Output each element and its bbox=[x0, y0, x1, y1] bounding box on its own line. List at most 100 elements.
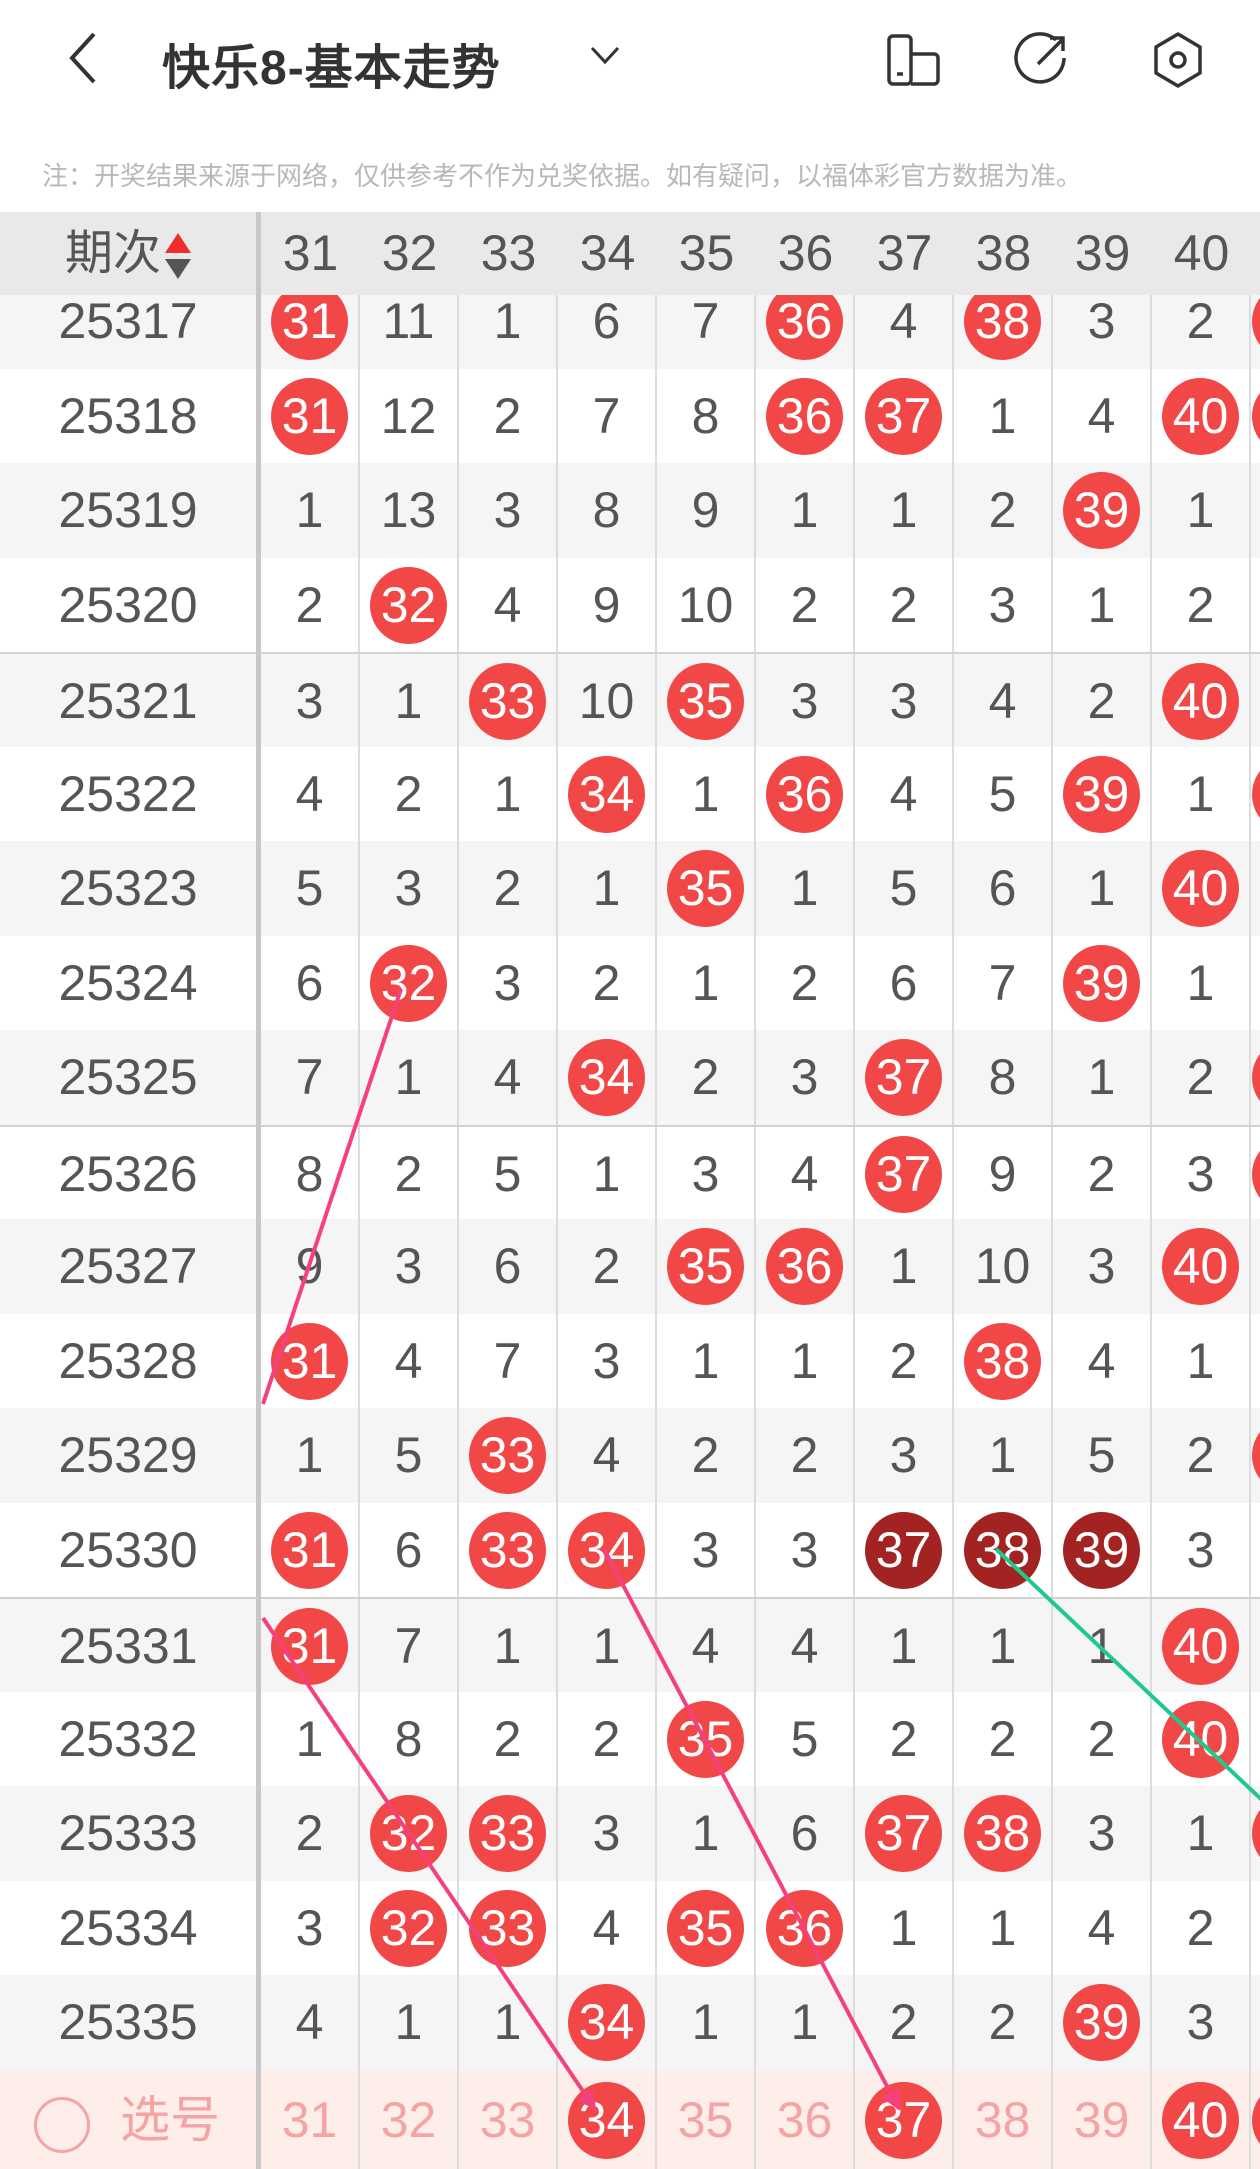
omission-cell: 1 bbox=[756, 841, 855, 936]
omission-count: 35 bbox=[677, 2091, 734, 2148]
omission-count: 13 bbox=[380, 482, 437, 538]
omission-cell[interactable]: 32 bbox=[360, 2069, 459, 2169]
omission-count: 1 bbox=[295, 1710, 324, 1767]
layout-switch-icon[interactable] bbox=[884, 30, 944, 90]
share-icon[interactable] bbox=[1012, 30, 1072, 90]
hit-ball-cell: 33 bbox=[459, 1880, 558, 1975]
omission-cell: 2 bbox=[756, 935, 855, 1030]
omission-cell[interactable]: 39 bbox=[1053, 2069, 1152, 2169]
omission-cell: 3 bbox=[855, 1408, 954, 1503]
omission-count: 33 bbox=[479, 2091, 536, 2148]
ball-number: 39 bbox=[1063, 944, 1140, 1022]
omission-count: 3 bbox=[1186, 1521, 1215, 1578]
omission-cell: 1 bbox=[459, 295, 558, 369]
ball-number: 39 bbox=[1063, 1984, 1140, 2062]
issue-number: 25326 bbox=[58, 1145, 198, 1202]
partial-hit-ball bbox=[1252, 755, 1260, 833]
table-row: 25331 31 7 1 1 4 4 1 1 1 40 bbox=[0, 1597, 1260, 1694]
settings-icon[interactable] bbox=[1148, 30, 1208, 90]
table-row: 25328 31 4 7 3 1 1 2 38 4 1 bbox=[0, 1313, 1260, 1408]
issue-column-header[interactable]: 期次 bbox=[0, 212, 256, 295]
page-title[interactable]: 快乐8-基本走势 bbox=[162, 42, 501, 95]
omission-cell[interactable]: 38 bbox=[954, 2069, 1053, 2169]
omission-count: 1 bbox=[691, 765, 720, 822]
hit-ball-cell[interactable]: 40 bbox=[1152, 2069, 1251, 2169]
omission-cell: 3 bbox=[1152, 1126, 1251, 1221]
radio-icon[interactable] bbox=[34, 2096, 90, 2153]
omission-count: 2 bbox=[1087, 673, 1116, 729]
omission-count: 1 bbox=[394, 673, 423, 729]
column-divider bbox=[256, 212, 261, 2169]
chevron-down-icon[interactable] bbox=[588, 40, 622, 70]
omission-count: 8 bbox=[988, 1049, 1017, 1105]
omission-count: 3 bbox=[1087, 1805, 1116, 1861]
omission-cell[interactable]: 31 bbox=[261, 2069, 360, 2169]
select-toggle[interactable]: 选号 bbox=[0, 2070, 256, 2169]
issue-number: 25322 bbox=[58, 765, 198, 822]
omission-cell: 1 bbox=[1152, 746, 1251, 841]
omission-count: 4 bbox=[493, 1049, 522, 1105]
omission-count: 1 bbox=[790, 482, 819, 538]
omission-cell: 10 bbox=[558, 654, 657, 749]
hit-ball-cell: 33 bbox=[459, 1408, 558, 1503]
issue-number: 25332 bbox=[58, 1710, 198, 1767]
ball-number: 40 bbox=[1162, 377, 1239, 455]
omission-cell[interactable]: 36 bbox=[756, 2069, 855, 2169]
omission-cell: 1 bbox=[1053, 557, 1152, 652]
hit-ball-cell: 32 bbox=[360, 1880, 459, 1975]
omission-count: 5 bbox=[394, 1427, 423, 1483]
omission-cell: 2 bbox=[1152, 1408, 1251, 1503]
omission-cell: 5 bbox=[756, 1691, 855, 1786]
omission-cell: 1 bbox=[954, 1599, 1053, 1694]
back-icon[interactable] bbox=[60, 28, 110, 88]
ball-number: 33 bbox=[469, 1511, 546, 1589]
issue-number: 25335 bbox=[58, 1994, 198, 2050]
omission-cell[interactable]: 33 bbox=[459, 2069, 558, 2169]
omission-count: 1 bbox=[394, 1994, 423, 2050]
omission-count: 5 bbox=[889, 860, 918, 916]
hit-ball-cell: 31 bbox=[261, 1502, 360, 1597]
omission-cell: 1 bbox=[459, 1599, 558, 1694]
column-header-35: 35 bbox=[678, 225, 735, 281]
table-row: 25322 4 2 1 34 1 36 4 5 39 1 bbox=[0, 746, 1260, 841]
omission-count: 2 bbox=[1186, 576, 1215, 633]
omission-cell: 2 bbox=[459, 841, 558, 936]
omission-cell: 3 bbox=[756, 1502, 855, 1597]
omission-cell: 5 bbox=[1053, 1408, 1152, 1503]
omission-cell[interactable]: 35 bbox=[657, 2069, 756, 2169]
ball-number: 34 bbox=[568, 1511, 645, 1589]
hit-ball-cell[interactable]: 34 bbox=[558, 2069, 657, 2169]
omission-cell: 1 bbox=[459, 746, 558, 841]
ball-number: 36 bbox=[766, 295, 843, 361]
column-header-32: 32 bbox=[381, 225, 438, 281]
omission-count: 3 bbox=[493, 954, 522, 1011]
table-row: 25334 3 32 33 4 35 36 1 1 4 2 bbox=[0, 1880, 1260, 1975]
trend-table-body[interactable]: 25317 31 11 1 6 7 36 4 38 3 2 25318 31 12 2 7 8 36 37 1 4 40 2… bbox=[0, 295, 1260, 2169]
ball-number: 39 bbox=[1063, 1511, 1140, 1589]
omission-cell: 4 bbox=[1053, 1880, 1152, 1975]
omission-cell: 3 bbox=[1053, 1786, 1152, 1881]
omission-cell: 1 bbox=[855, 1880, 954, 1975]
omission-count: 2 bbox=[493, 387, 522, 444]
omission-count: 9 bbox=[988, 1145, 1017, 1202]
omission-count: 1 bbox=[988, 387, 1017, 444]
issue-number: 25319 bbox=[58, 482, 198, 538]
omission-count: 4 bbox=[889, 295, 918, 349]
omission-count: 3 bbox=[889, 673, 918, 729]
omission-cell: 1 bbox=[1053, 1599, 1152, 1694]
omission-count: 1 bbox=[691, 1332, 720, 1389]
hit-ball-cell: 32 bbox=[360, 557, 459, 652]
omission-count: 5 bbox=[493, 1145, 522, 1202]
hit-ball-cell[interactable]: 37 bbox=[855, 2069, 954, 2169]
omission-count: 1 bbox=[889, 482, 918, 538]
omission-count: 4 bbox=[1087, 1332, 1116, 1389]
omission-count: 1 bbox=[889, 1238, 918, 1294]
omission-count: 2 bbox=[295, 1805, 324, 1861]
ball-number: 40 bbox=[1162, 1700, 1239, 1778]
hit-ball-cell: 33 bbox=[459, 654, 558, 749]
omission-cell: 5 bbox=[360, 1408, 459, 1503]
omission-cell: 3 bbox=[459, 935, 558, 1030]
issue-number: 25318 bbox=[58, 387, 198, 444]
sort-icon[interactable] bbox=[165, 231, 191, 281]
omission-count: 1 bbox=[988, 1427, 1017, 1483]
